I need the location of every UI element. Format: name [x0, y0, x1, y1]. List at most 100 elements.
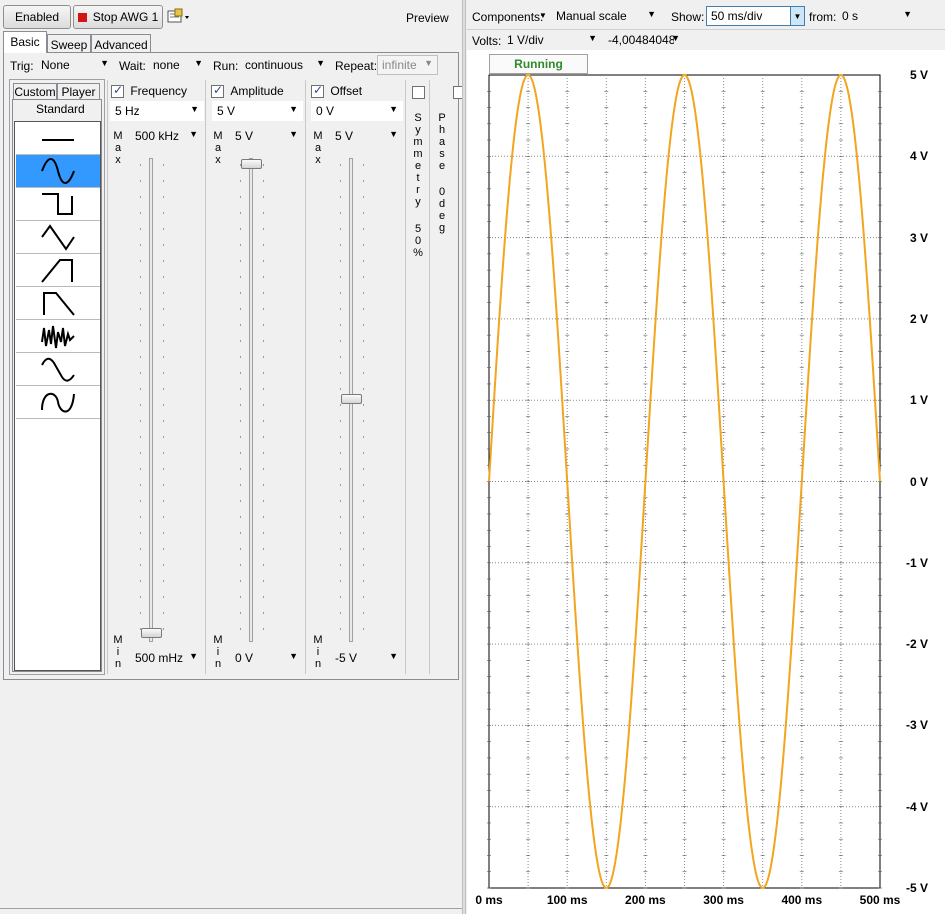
- frequency-checkbox[interactable]: [111, 83, 124, 99]
- slider-tick: [340, 244, 341, 246]
- slider-tick: [163, 372, 164, 374]
- frequency-min-select[interactable]: 500 mHz ▼: [135, 651, 198, 665]
- slider-tick: [263, 628, 264, 630]
- tab-advanced[interactable]: Advanced: [91, 34, 151, 53]
- stop-awg-button[interactable]: Stop AWG 1: [73, 5, 163, 29]
- slider-tick: [340, 468, 341, 470]
- amplitude-checkbox[interactable]: [211, 83, 224, 99]
- slider-tick: [363, 596, 364, 598]
- frequency-slider-thumb[interactable]: [141, 628, 162, 638]
- amplitude-min-select[interactable]: 0 V ▼: [235, 651, 298, 665]
- slider-tick: [163, 324, 164, 326]
- amplitude-value-select[interactable]: 5 V ▼: [212, 101, 303, 121]
- toolbar-separator: [467, 29, 945, 30]
- waveform-square[interactable]: [16, 188, 100, 221]
- offset-max-select[interactable]: 5 V ▼: [335, 129, 398, 143]
- ramp-down-wave-icon: [43, 292, 75, 316]
- amplitude-group: [207, 80, 306, 674]
- wait-select[interactable]: none ▼: [153, 58, 203, 72]
- amplitude-max-select[interactable]: 5 V ▼: [235, 129, 298, 143]
- tab-custom[interactable]: Custom: [13, 83, 57, 100]
- offset-min-select[interactable]: -5 V ▼: [335, 651, 398, 665]
- amplitude-slider-thumb[interactable]: [241, 159, 262, 169]
- chevron-down-icon: ▼: [647, 9, 656, 19]
- trapezium-wave-icon: [41, 357, 75, 382]
- chevron-down-icon: ▼: [316, 58, 325, 68]
- offset-group: [307, 80, 406, 674]
- slider-tick: [263, 180, 264, 182]
- show-select[interactable]: 50 ms/div ▼: [706, 6, 805, 26]
- components-dropdown-arrow[interactable]: ▼: [539, 11, 547, 20]
- slider-tick: [340, 516, 341, 518]
- tab-standard[interactable]: Standard: [36, 102, 85, 116]
- volts-offset-select[interactable]: -4,00484048 ▼: [608, 33, 680, 47]
- slider-tick: [163, 356, 164, 358]
- y-tick-label: 3 V: [909, 230, 928, 245]
- tab-player[interactable]: Player: [57, 83, 100, 100]
- waveform-ramp-down[interactable]: [16, 287, 100, 320]
- slider-tick: [340, 340, 341, 342]
- wait-label: Wait:: [119, 59, 146, 73]
- chevron-down-icon: ▼: [424, 58, 433, 68]
- slider-tick: [363, 292, 364, 294]
- slider-tick: [140, 308, 141, 310]
- volts-select[interactable]: 1 V/div ▼: [507, 33, 597, 47]
- slider-tick: [163, 484, 164, 486]
- slider-tick: [163, 228, 164, 230]
- repeat-select[interactable]: infinite ▼: [377, 55, 438, 75]
- slider-tick: [340, 436, 341, 438]
- waveform-triangle[interactable]: [16, 221, 100, 254]
- symmetry-checkbox[interactable]: [412, 86, 425, 100]
- slider-tick: [140, 164, 141, 166]
- amplitude-header: Amplitude: [211, 83, 284, 99]
- slider-tick: [240, 612, 241, 614]
- waveform-noise[interactable]: [16, 320, 100, 353]
- tab-basic[interactable]: Basic: [3, 31, 47, 53]
- slider-tick: [263, 452, 264, 454]
- left-panel-bottom-border: [0, 908, 462, 909]
- properties-menu-button[interactable]: [166, 8, 192, 26]
- slider-tick: [340, 324, 341, 326]
- slider-tick: [240, 324, 241, 326]
- chevron-down-icon: ▼: [671, 33, 680, 43]
- panel-splitter[interactable]: [462, 0, 466, 914]
- from-select[interactable]: 0 s ▼: [842, 9, 912, 23]
- tab-sweep[interactable]: Sweep: [47, 34, 91, 53]
- slider-tick: [363, 532, 364, 534]
- slider-tick: [340, 180, 341, 182]
- offset-checkbox[interactable]: [311, 83, 324, 99]
- slider-tick: [340, 388, 341, 390]
- waveform-trapezium[interactable]: [16, 353, 100, 386]
- slider-tick: [140, 484, 141, 486]
- slider-tick: [240, 276, 241, 278]
- slider-tick: [263, 164, 264, 166]
- frequency-max-select[interactable]: 500 kHz ▼: [135, 129, 198, 143]
- slider-tick: [240, 164, 241, 166]
- slider-tick: [163, 260, 164, 262]
- waveform-sine[interactable]: [16, 155, 100, 188]
- amplitude-slider-track[interactable]: [249, 158, 253, 642]
- waveform-ramp-up[interactable]: [16, 254, 100, 287]
- slider-tick: [140, 244, 141, 246]
- slider-tick: [163, 292, 164, 294]
- chevron-down-icon: ▼: [289, 129, 298, 139]
- slider-tick: [340, 404, 341, 406]
- y-tick-label: 2 V: [909, 311, 928, 326]
- y-tick-label: -1 V: [905, 555, 928, 570]
- chevron-down-icon: ▼: [903, 9, 912, 19]
- waveform-sine-power[interactable]: [16, 386, 100, 419]
- frequency-value-select[interactable]: 5 Hz ▼: [110, 101, 204, 121]
- frequency-slider-track[interactable]: [149, 158, 153, 642]
- scale-select[interactable]: Manual scale ▼: [556, 9, 656, 23]
- slider-tick: [263, 404, 264, 406]
- slider-tick: [340, 452, 341, 454]
- run-select[interactable]: continuous ▼: [245, 58, 325, 72]
- y-tick-label: -2 V: [905, 637, 928, 652]
- offset-slider-thumb[interactable]: [341, 394, 362, 404]
- offset-value-select[interactable]: 0 V ▼: [311, 101, 403, 121]
- enabled-button[interactable]: Enabled: [3, 5, 71, 29]
- slider-tick: [163, 244, 164, 246]
- slider-tick: [163, 436, 164, 438]
- waveform-dc[interactable]: [16, 122, 100, 155]
- trig-select[interactable]: None ▼: [41, 58, 109, 72]
